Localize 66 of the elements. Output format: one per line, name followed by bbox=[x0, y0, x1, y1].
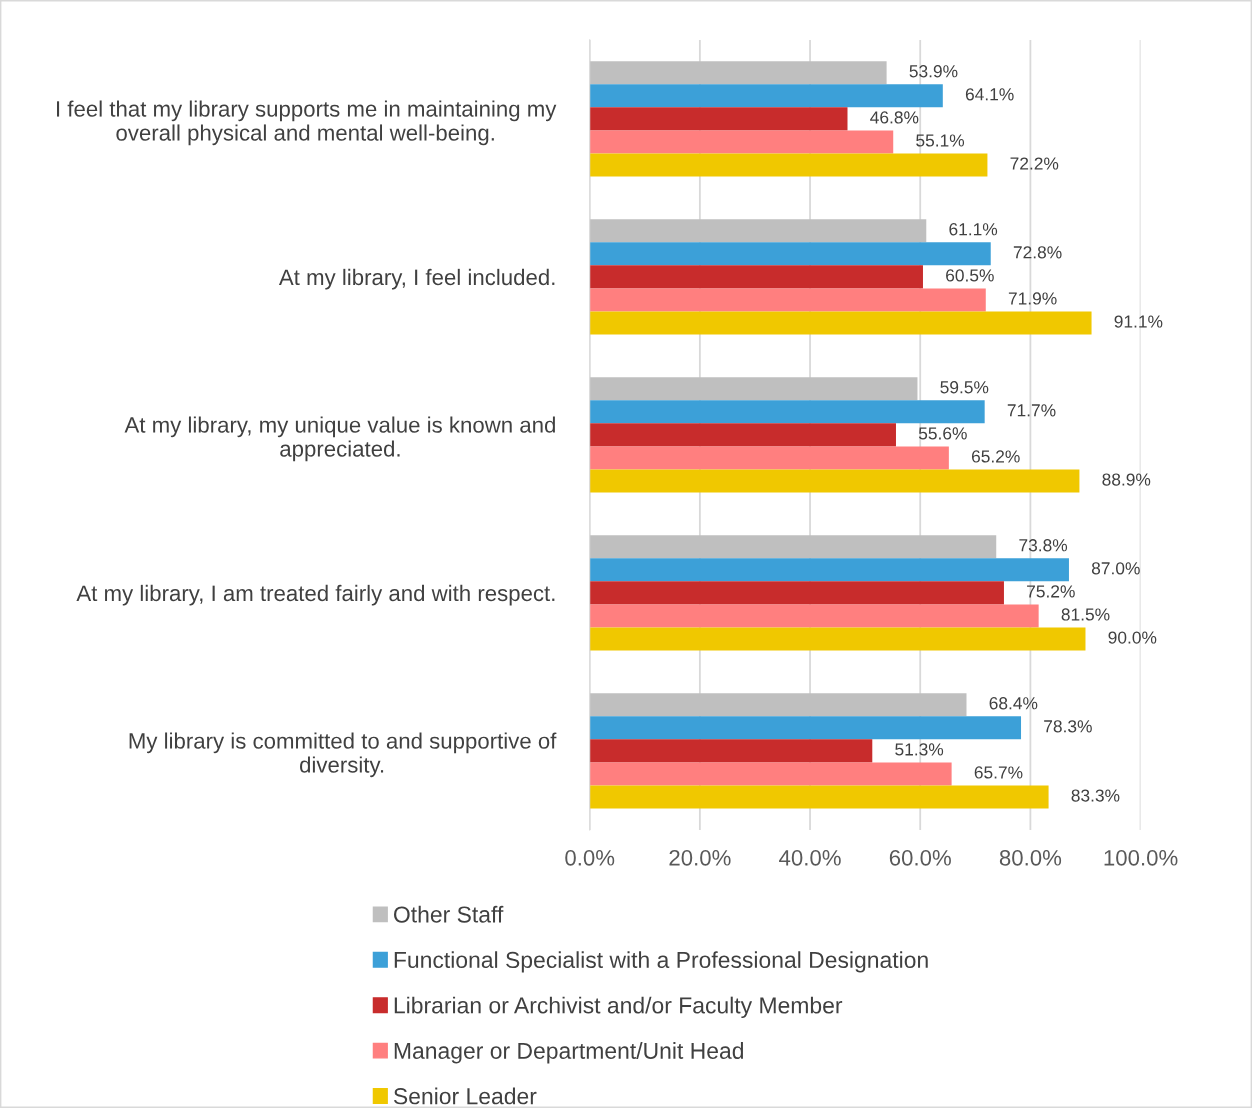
y-tick-label: At my library, my unique value is known and appreciated. bbox=[124, 416, 555, 462]
y-tick-label: My library is committed to and supportive of diversity. bbox=[129, 732, 557, 778]
y-tick-label: At my library, I feel included. bbox=[278, 268, 555, 290]
bar bbox=[589, 762, 952, 786]
bar bbox=[589, 785, 1049, 809]
data-label: 60.5% bbox=[946, 269, 994, 282]
bar bbox=[589, 581, 1004, 605]
legend-label: Librarian or Archivist and/or Faculty Member bbox=[394, 996, 843, 1019]
bar bbox=[589, 219, 927, 243]
data-label: 65.7% bbox=[974, 766, 1023, 779]
x-tick-label: 60.0% bbox=[889, 849, 951, 866]
legend-label: Functional Specialist with a Professional Designation bbox=[394, 951, 928, 973]
data-label: 71.9% bbox=[1008, 292, 1057, 305]
data-label: 65.2% bbox=[971, 450, 1020, 463]
data-label: 46.8% bbox=[870, 111, 919, 124]
data-label: 55.1% bbox=[916, 134, 965, 147]
data-label: 59.5% bbox=[940, 381, 989, 394]
data-label: 87.0% bbox=[1091, 562, 1140, 575]
data-label: 83.3% bbox=[1071, 789, 1120, 802]
bar bbox=[589, 716, 1022, 740]
legend-label: Manager or Department/Unit Head bbox=[394, 1042, 743, 1064]
bar bbox=[589, 423, 896, 447]
bar bbox=[589, 61, 887, 85]
data-label: 61.1% bbox=[949, 223, 998, 236]
data-label: 71.7% bbox=[1007, 404, 1056, 417]
bar bbox=[589, 153, 988, 177]
data-label: 91.1% bbox=[1114, 315, 1163, 328]
data-label: 51.3% bbox=[895, 743, 944, 756]
bar bbox=[589, 130, 894, 154]
y-tick-label: I feel that my library supports me in maintaining my overall physical and mental well-being. bbox=[57, 100, 557, 146]
x-tick-label: 40.0% bbox=[779, 849, 841, 866]
x-tick-label: 80.0% bbox=[999, 849, 1062, 866]
x-tick-label: 20.0% bbox=[669, 849, 731, 866]
bar bbox=[589, 446, 949, 470]
bar bbox=[589, 558, 1069, 582]
bar bbox=[589, 242, 991, 266]
bar bbox=[589, 265, 923, 289]
data-label: 78.3% bbox=[1044, 720, 1092, 733]
bar bbox=[589, 84, 943, 108]
data-label: 81.5% bbox=[1061, 608, 1110, 621]
bar bbox=[589, 693, 967, 717]
data-label: 55.6% bbox=[918, 427, 967, 440]
bar bbox=[589, 604, 1039, 628]
bar bbox=[589, 535, 997, 559]
data-label: 72.8% bbox=[1013, 246, 1062, 259]
data-label: 53.9% bbox=[909, 65, 958, 78]
bar bbox=[589, 627, 1086, 651]
data-label: 75.2% bbox=[1027, 585, 1075, 598]
x-tick-label: 0.0% bbox=[565, 849, 615, 866]
data-label: 68.4% bbox=[989, 697, 1038, 710]
bar bbox=[589, 469, 1080, 493]
y-tick-label: At my library, I am treated fairly and with respect. bbox=[76, 584, 555, 606]
x-tick-label: 100.0% bbox=[1104, 849, 1178, 866]
bar bbox=[589, 400, 985, 424]
bar bbox=[589, 288, 986, 312]
legend-label: Other Staff bbox=[394, 905, 504, 923]
bar bbox=[589, 107, 848, 131]
legend-label: Senior Leader bbox=[393, 1087, 537, 1105]
bar bbox=[589, 311, 1092, 335]
data-label: 90.0% bbox=[1108, 631, 1157, 644]
bar bbox=[589, 739, 873, 763]
bar bbox=[589, 377, 918, 401]
data-label: 64.1% bbox=[965, 88, 1014, 101]
data-label: 88.9% bbox=[1102, 473, 1151, 486]
data-label: 73.8% bbox=[1019, 539, 1068, 552]
data-label: 72.2% bbox=[1010, 157, 1059, 170]
